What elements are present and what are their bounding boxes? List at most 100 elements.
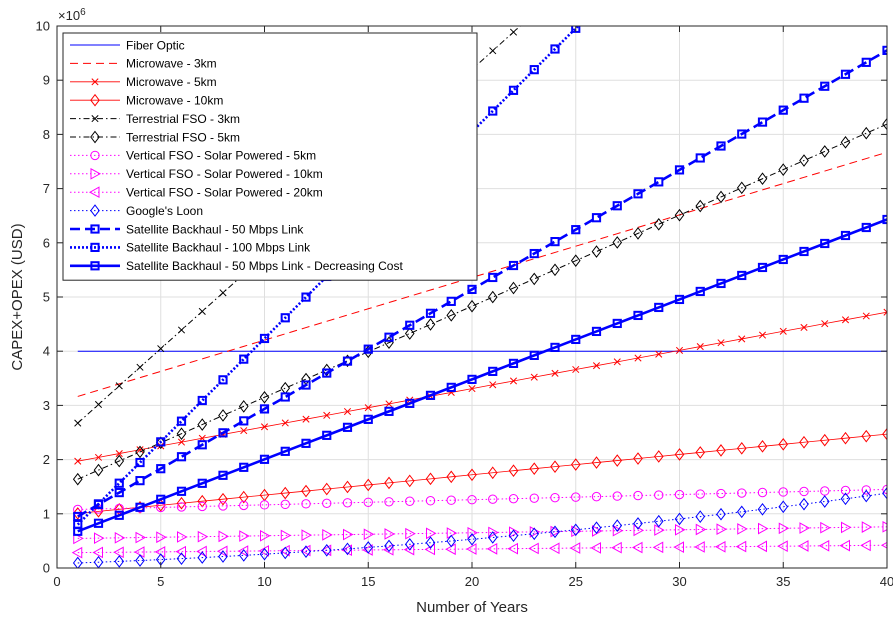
data-point (218, 501, 228, 511)
data-point (633, 452, 643, 465)
data-point (508, 493, 519, 504)
data-point (258, 545, 269, 557)
x-tick-label: 5 (157, 574, 164, 589)
data-point (135, 502, 145, 512)
data-point (239, 416, 249, 426)
data-point (425, 318, 436, 331)
data-point (654, 490, 664, 500)
data-point (861, 485, 871, 495)
legend-marker (91, 78, 99, 86)
data-point (819, 433, 830, 447)
data-point (611, 541, 622, 554)
data-point (177, 326, 186, 334)
data-point (799, 497, 809, 511)
data-point (487, 466, 498, 480)
data-point (716, 190, 726, 204)
data-point (799, 246, 809, 257)
data-point (197, 395, 207, 406)
data-point (94, 532, 105, 544)
data-point (694, 541, 705, 553)
data-point (136, 363, 144, 371)
data-point (363, 414, 373, 424)
data-point (342, 542, 353, 556)
data-point (425, 308, 436, 318)
data-point (778, 500, 789, 514)
data-point (654, 302, 664, 313)
data-point (653, 450, 664, 463)
data-point (92, 546, 103, 559)
data-point (323, 411, 331, 419)
data-point (717, 339, 725, 347)
data-point (569, 542, 581, 554)
legend-entry: Satellite Backhaul - 100 Mbps Link (70, 241, 311, 255)
data-point (841, 316, 850, 324)
legend-entry: Terrestrial FSO - 5km (70, 130, 240, 144)
data-point (716, 507, 726, 521)
data-point (176, 452, 187, 462)
data-point (218, 550, 228, 563)
data-point (695, 199, 706, 213)
data-point (135, 457, 145, 468)
data-point (696, 343, 704, 351)
data-point (176, 486, 187, 496)
data-point (156, 437, 166, 447)
data-point (177, 531, 188, 543)
data-point (529, 493, 539, 503)
data-point (882, 427, 887, 441)
data-point (113, 546, 124, 559)
legend-marker (91, 115, 99, 123)
data-point (488, 526, 499, 539)
data-point (529, 65, 539, 75)
data-point (93, 518, 104, 528)
legend-marker (88, 186, 100, 199)
x-tick-label: 20 (465, 574, 479, 589)
data-point (840, 230, 851, 241)
data-point (778, 487, 788, 497)
data-point (281, 419, 289, 427)
data-point (72, 507, 83, 520)
data-point (550, 237, 560, 247)
data-point (840, 485, 851, 496)
legend-marker (90, 261, 100, 271)
data-point (799, 486, 809, 497)
data-point (509, 28, 518, 36)
legend-marker (90, 130, 100, 144)
data-point (799, 435, 809, 449)
data-point (198, 307, 206, 315)
data-point (301, 292, 311, 302)
data-point (176, 416, 187, 426)
data-point (259, 454, 270, 464)
data-point (508, 464, 519, 478)
data-point (302, 415, 310, 423)
data-point (219, 289, 227, 297)
data-point (674, 208, 685, 222)
data-point (675, 523, 686, 536)
y-tick-label: 7 (43, 181, 50, 196)
data-point (882, 214, 887, 225)
data-point (93, 505, 104, 518)
data-point (799, 522, 811, 534)
data-point (695, 446, 706, 459)
data-point (71, 546, 83, 559)
data-point (321, 543, 332, 557)
data-point (653, 217, 664, 231)
data-point (653, 514, 664, 528)
legend-label: Terrestrial FSO - 3km (126, 112, 240, 126)
data-point (343, 407, 352, 416)
data-point (840, 69, 851, 79)
data-point (716, 523, 728, 536)
legend-marker (90, 204, 100, 217)
data-point (592, 362, 601, 370)
data-point (218, 470, 228, 480)
data-point (529, 350, 539, 361)
data-point (342, 356, 353, 366)
data-point (612, 236, 623, 249)
data-point (654, 524, 665, 536)
data-point (260, 529, 271, 542)
data-point (239, 354, 249, 364)
data-point (239, 462, 249, 472)
series-line (77, 218, 887, 533)
data-point (73, 532, 84, 545)
data-point (197, 418, 208, 431)
data-point (363, 478, 374, 492)
